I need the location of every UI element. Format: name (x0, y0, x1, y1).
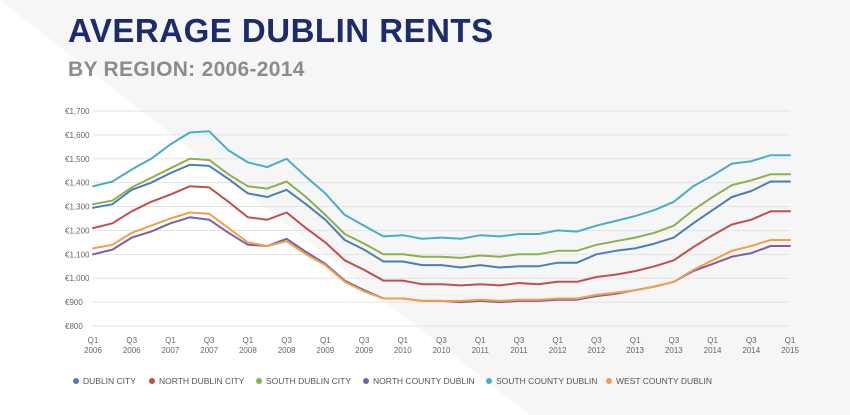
x-tick-label-quarter: Q1 (707, 336, 718, 345)
grid-lines (93, 110, 790, 327)
y-tick-label: €1,400 (65, 179, 90, 188)
legend-item: SOUTH COUNTY DUBLIN (486, 376, 597, 386)
x-tick-label-quarter: Q3 (126, 336, 137, 345)
x-tick-label-quarter: Q1 (785, 336, 796, 345)
series-line-west-county-dublin (92, 211, 791, 302)
x-tick-label-year: 2013 (665, 346, 683, 355)
x-tick-label-quarter: Q1 (165, 336, 176, 345)
x-tick-label-year: 2009 (316, 346, 334, 355)
x-tick-label-year: 2007 (162, 346, 180, 355)
series-line-north-dublin-city (92, 185, 791, 287)
legend-marker (486, 378, 492, 384)
legend-item: NORTH COUNTY DUBLIN (363, 376, 475, 386)
x-tick-label-quarter: Q3 (514, 336, 525, 345)
x-tick-label-quarter: Q1 (475, 336, 486, 345)
y-tick-label: €900 (65, 298, 83, 307)
y-tick-label: €1,600 (65, 131, 90, 140)
x-tick-label-year: 2014 (742, 346, 760, 355)
x-tick-label-quarter: Q3 (746, 336, 757, 345)
legend-marker (256, 378, 262, 384)
legend-marker (73, 378, 79, 384)
y-axis-tick-labels: €800 €900 €1,000 €1,100 €1,200 €1,300 €1,400 €1… (65, 107, 90, 331)
x-tick-label-year: 2012 (587, 346, 605, 355)
x-tick-label-year: 2008 (239, 346, 257, 355)
legend: DUBLIN CITY NORTH DUBLIN CITY SOUTH DUBLIN… (73, 376, 712, 386)
x-tick-label-quarter: Q3 (436, 336, 447, 345)
x-tick-label-year: 2011 (510, 346, 528, 355)
legend-marker (606, 378, 612, 384)
x-tick-label-quarter: Q3 (204, 336, 215, 345)
series-line-south-county-dublin (92, 130, 791, 240)
y-tick-label: €1,700 (65, 107, 90, 116)
x-tick-label-quarter: Q1 (552, 336, 563, 345)
x-tick-label-quarter: Q3 (668, 336, 679, 345)
x-tick-label-quarter: Q1 (630, 336, 641, 345)
legend-marker (149, 378, 155, 384)
series-line-south-dublin-city (92, 157, 791, 259)
legend-item: DUBLIN CITY (73, 376, 136, 386)
y-tick-label: €1,100 (65, 250, 90, 259)
x-axis-tick-labels: Q12006Q32006Q12007Q32007Q12008Q32008Q120… (84, 336, 799, 355)
x-tick-label-year: 2014 (704, 346, 722, 355)
x-tick-label-year: 2010 (433, 346, 451, 355)
x-tick-label-year: 2015 (781, 346, 799, 355)
x-tick-label-year: 2006 (123, 346, 141, 355)
x-tick-label-year: 2009 (355, 346, 373, 355)
legend-item: SOUTH DUBLIN CITY (256, 376, 351, 386)
chart-title: AVERAGE DUBLIN RENTS (68, 12, 494, 49)
legend-marker (363, 378, 369, 384)
series-lines (92, 130, 791, 304)
x-tick-label-year: 2011 (472, 346, 490, 355)
legend-label: NORTH COUNTY DUBLIN (373, 376, 475, 386)
x-tick-label-quarter: Q3 (359, 336, 370, 345)
legend-label: NORTH DUBLIN CITY (159, 376, 245, 386)
legend-label: SOUTH DUBLIN CITY (266, 376, 351, 386)
x-tick-label-year: 2006 (84, 346, 102, 355)
x-tick-label-year: 2012 (549, 346, 567, 355)
y-tick-label: €1,500 (65, 155, 90, 164)
x-tick-label-quarter: Q1 (320, 336, 331, 345)
x-tick-label-year: 2010 (394, 346, 412, 355)
x-tick-label-year: 2007 (200, 346, 218, 355)
chart-subtitle: BY REGION: 2006-2014 (68, 58, 305, 81)
y-tick-label: €1,200 (65, 226, 90, 235)
x-tick-label-year: 2013 (626, 346, 644, 355)
legend-item: NORTH DUBLIN CITY (149, 376, 245, 386)
y-tick-label: €800 (65, 322, 83, 331)
legend-label: DUBLIN CITY (83, 376, 136, 386)
legend-label: SOUTH COUNTY DUBLIN (496, 376, 597, 386)
x-tick-label-quarter: Q1 (88, 336, 99, 345)
legend-label: WEST COUNTY DUBLIN (616, 376, 712, 386)
y-tick-label: €1,300 (65, 203, 90, 212)
x-tick-label-quarter: Q1 (243, 336, 254, 345)
y-tick-label: €1,000 (65, 274, 90, 283)
legend-item: WEST COUNTY DUBLIN (606, 376, 712, 386)
x-tick-label-quarter: Q1 (397, 336, 408, 345)
x-tick-label-year: 2008 (278, 346, 296, 355)
series-line-dublin-city (92, 163, 791, 269)
x-tick-label-quarter: Q3 (281, 336, 292, 345)
x-tick-label-quarter: Q3 (591, 336, 602, 345)
